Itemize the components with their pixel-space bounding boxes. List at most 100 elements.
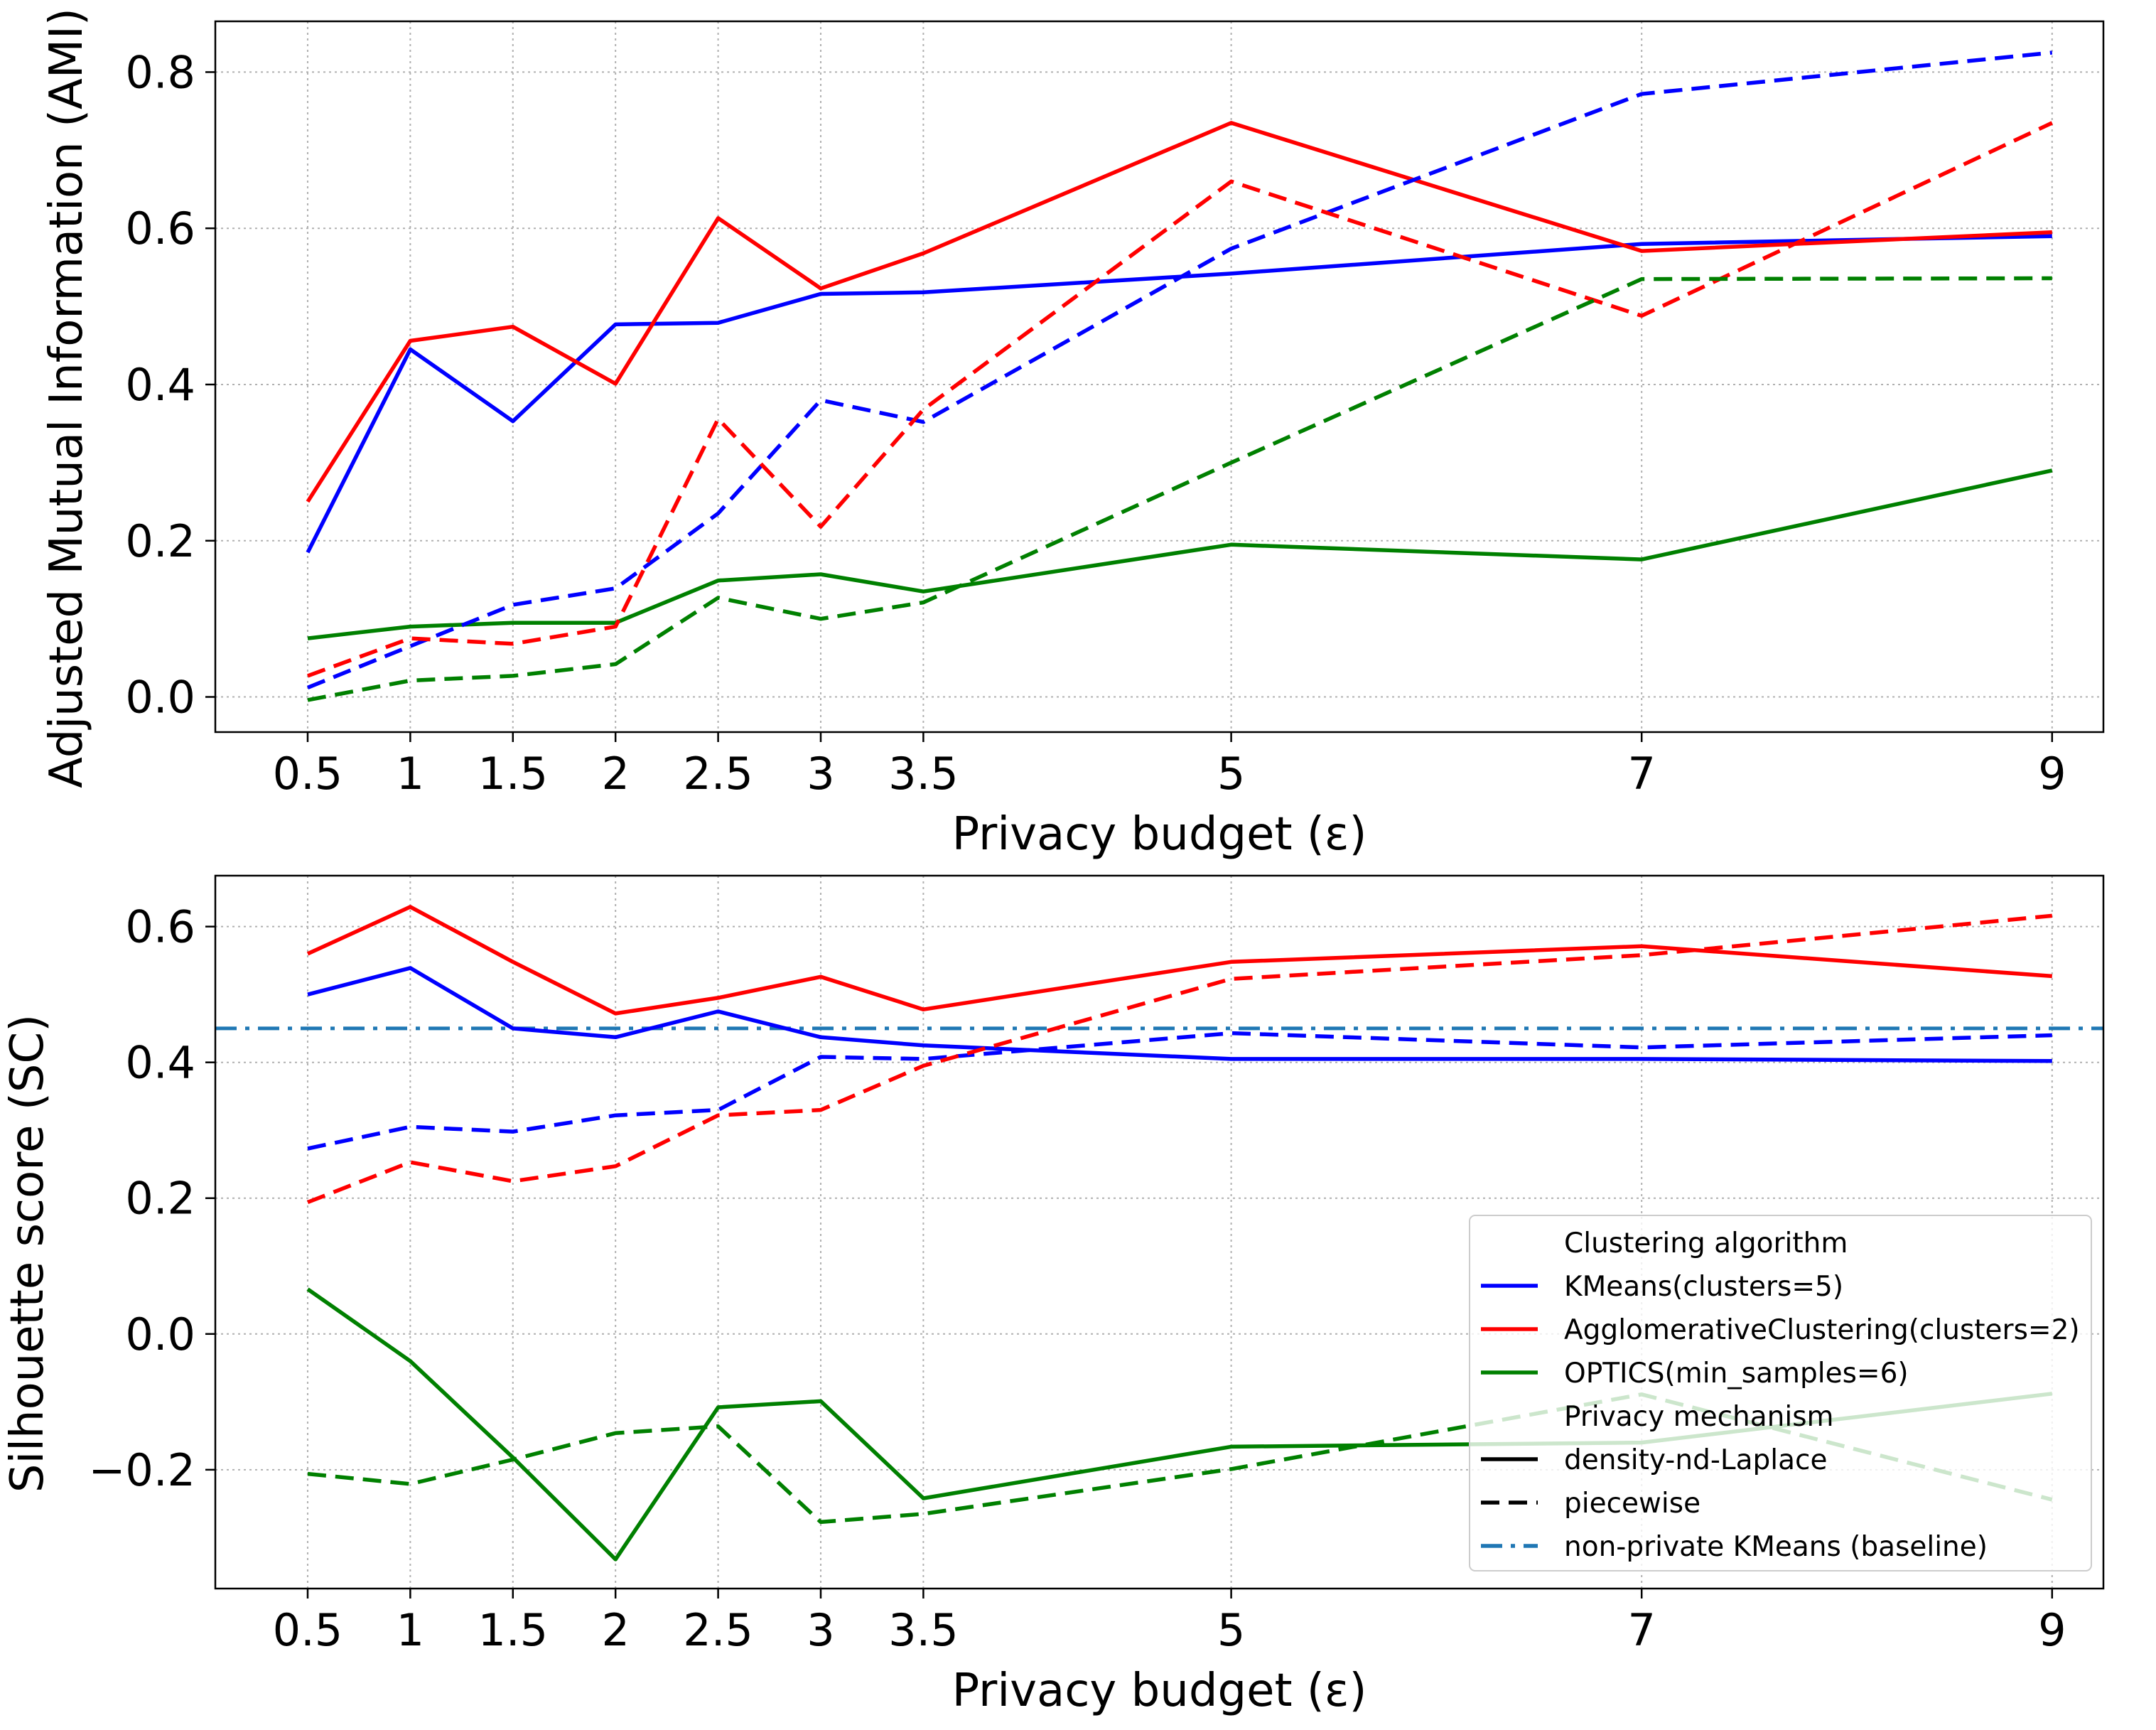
legend: Clustering algorithm KMeans(clusters=5) Ag… bbox=[1469, 1215, 2092, 1571]
grid bbox=[215, 21, 2103, 732]
data-point bbox=[717, 1406, 719, 1408]
data-point bbox=[819, 1400, 821, 1402]
data-point bbox=[819, 1521, 821, 1523]
data-point bbox=[922, 291, 925, 294]
x-tick-label: 7 bbox=[1627, 748, 1655, 800]
data-point bbox=[2051, 235, 2053, 237]
data-point bbox=[512, 603, 514, 606]
data-point bbox=[409, 906, 411, 908]
data-point bbox=[615, 663, 617, 665]
data-point bbox=[306, 994, 308, 996]
data-point bbox=[819, 618, 821, 620]
x-tick-label: 2 bbox=[601, 1604, 629, 1656]
data-point bbox=[512, 420, 514, 422]
legend-label-7: piecewise bbox=[1564, 1488, 1700, 1520]
x-tick-label: 1.5 bbox=[478, 1604, 548, 1656]
y-tick-label: −0.2 bbox=[88, 1444, 195, 1496]
data-point bbox=[1641, 243, 1643, 245]
y-axis-ticks: 0.0 0.2 0.4 0.6 0.8 bbox=[125, 46, 215, 724]
series-1-points bbox=[306, 235, 2053, 554]
legend-label-2: KMeans(clusters=5) bbox=[1564, 1271, 1843, 1303]
data-point bbox=[717, 1011, 719, 1013]
chart-panel-2: 0.5 1 1.5 2 2.5 3 3.5 5 7 9 −0.2 0.0 0.2 0.4 0.6 Cluste… bbox=[1, 874, 2105, 1717]
data-point bbox=[1230, 247, 1232, 249]
data-point bbox=[306, 687, 308, 689]
x-axis-label: Privacy budget (ε) bbox=[952, 1665, 1367, 1717]
y-tick-label: 0.8 bbox=[125, 46, 195, 98]
data-point bbox=[819, 525, 821, 527]
x-tick-label: 1.5 bbox=[478, 748, 548, 800]
y-tick-label: 0.4 bbox=[125, 359, 195, 411]
x-tick-label: 9 bbox=[2038, 748, 2066, 800]
series-line-5 bbox=[307, 121, 2053, 678]
data-point bbox=[1641, 93, 1643, 95]
plot-frame bbox=[214, 874, 2105, 1590]
x-axis-label: Privacy budget (ε) bbox=[952, 808, 1367, 861]
data-point bbox=[512, 1180, 514, 1182]
data-point bbox=[1230, 1446, 1232, 1448]
data-point bbox=[409, 1126, 411, 1128]
data-point bbox=[306, 952, 308, 955]
data-point bbox=[2051, 231, 2053, 233]
x-tick-label: 3.5 bbox=[888, 748, 959, 800]
y-tick-label: 0.4 bbox=[125, 1037, 195, 1089]
x-tick-label: 3 bbox=[807, 748, 834, 800]
data-point bbox=[512, 1131, 514, 1133]
data-point bbox=[819, 976, 821, 978]
data-point bbox=[512, 326, 514, 328]
y-tick-label: 0.2 bbox=[125, 1173, 195, 1225]
data-point bbox=[717, 1114, 719, 1117]
series-line-2 bbox=[306, 121, 2052, 503]
data-point bbox=[922, 1065, 925, 1067]
data-point bbox=[922, 1513, 925, 1515]
y-tick-label: 0.6 bbox=[125, 203, 195, 254]
data-point bbox=[615, 1432, 617, 1434]
y-tick-label: 0.0 bbox=[125, 672, 195, 724]
legend-label-3: AgglomerativeClustering(clusters=2) bbox=[1564, 1314, 2080, 1346]
x-tick-label: 5 bbox=[1217, 1604, 1245, 1656]
data-point bbox=[922, 252, 925, 254]
data-point bbox=[306, 1288, 308, 1290]
data-point bbox=[819, 1056, 821, 1058]
data-point bbox=[615, 382, 617, 385]
data-point bbox=[615, 587, 617, 589]
y-axis-label: Adjusted Mutual Information (AMI) bbox=[41, 8, 93, 788]
series-4-points bbox=[306, 1032, 2053, 1149]
data-point bbox=[2051, 51, 2053, 53]
data-point bbox=[306, 500, 308, 503]
data-point bbox=[1230, 1058, 1232, 1060]
series-line-3 bbox=[307, 468, 2053, 640]
x-tick-label: 7 bbox=[1627, 1604, 1655, 1656]
x-tick-label: 2.5 bbox=[683, 748, 753, 800]
data-point bbox=[615, 625, 617, 628]
legend-label-1: Clustering algorithm bbox=[1564, 1227, 1848, 1259]
data-point bbox=[922, 591, 925, 593]
series-group bbox=[306, 50, 2053, 702]
legend-label-5: Privacy mechanism bbox=[1564, 1401, 1834, 1433]
data-point bbox=[409, 340, 411, 342]
legend-label-4: OPTICS(min_samples=6) bbox=[1564, 1358, 1909, 1390]
data-point bbox=[306, 1473, 308, 1475]
legend-box bbox=[1469, 1215, 2092, 1571]
data-point bbox=[717, 322, 719, 324]
data-point bbox=[512, 675, 514, 677]
data-point bbox=[717, 1109, 719, 1111]
series-6-points bbox=[306, 277, 2053, 701]
data-point bbox=[512, 961, 514, 963]
data-point bbox=[2051, 915, 2053, 917]
plot-frame bbox=[214, 20, 2105, 734]
data-point bbox=[306, 699, 308, 701]
series-group bbox=[306, 905, 2053, 1562]
data-point bbox=[512, 622, 514, 624]
data-point bbox=[2051, 1034, 2053, 1036]
series-line-5 bbox=[306, 913, 2053, 1205]
y-tick-label: 0.2 bbox=[125, 515, 195, 567]
series-line-1 bbox=[306, 234, 2052, 554]
data-point bbox=[922, 1009, 925, 1011]
data-point bbox=[1230, 461, 1232, 463]
data-point bbox=[409, 638, 411, 640]
series-line-1 bbox=[307, 966, 2052, 1063]
data-point bbox=[615, 1558, 617, 1560]
data-point bbox=[819, 1109, 821, 1111]
